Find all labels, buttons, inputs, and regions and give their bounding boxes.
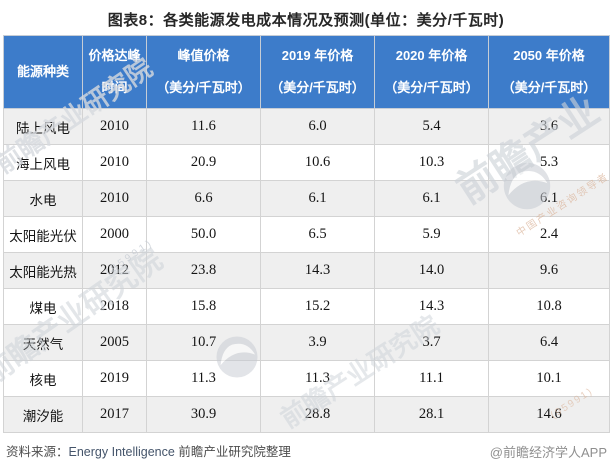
- table-cell: 2000: [82, 216, 147, 253]
- table-header: 能源种类 价格达峰 时间 峰值价格 （美分/千瓦时） 2019 年价格 （美分/千瓦时） 20…: [3, 35, 610, 109]
- row-label: 太阳能光热: [3, 252, 83, 289]
- table-cell: 28.1: [374, 396, 489, 433]
- table-cell: 5.9: [374, 216, 489, 253]
- table-cell: 6.0: [260, 108, 375, 145]
- table-cell: 6.6: [146, 180, 261, 217]
- table-cell: 2010: [82, 180, 147, 217]
- source-publisher: Energy Intelligence: [68, 445, 175, 459]
- table-cell: 10.7: [146, 324, 261, 361]
- table-cell: 11.6: [146, 108, 261, 145]
- table-cell: 2010: [82, 108, 147, 145]
- table-row: 天然气 2005 10.7 3.9 3.7 6.4: [3, 324, 610, 361]
- table-cell: 50.0: [146, 216, 261, 253]
- column-header: 峰值价格 （美分/千瓦时）: [146, 35, 261, 109]
- table-row: 水电 2010 6.6 6.1 6.1 6.1: [3, 180, 610, 217]
- row-label: 天然气: [3, 324, 83, 361]
- table-cell: 9.6: [488, 252, 610, 289]
- table-row: 核电 2019 11.3 11.3 11.1 10.1: [3, 360, 610, 397]
- table-cell: 2010: [82, 144, 147, 181]
- table-cell: 6.1: [374, 180, 489, 217]
- table-row: 太阳能光伏 2000 50.0 6.5 5.9 2.4: [3, 216, 610, 253]
- table-cell: 6.4: [488, 324, 610, 361]
- figure-title: 图表8：各类能源发电成本情况及预测(单位：美分/千瓦时): [107, 12, 505, 29]
- column-header: 能源种类: [3, 35, 83, 109]
- credit-note: @前瞻经济学人APP: [489, 445, 607, 460]
- table-cell: 10.3: [374, 144, 489, 181]
- table-header-row: 能源种类 价格达峰 时间 峰值价格 （美分/千瓦时） 2019 年价格 （美分/千瓦时） 20…: [3, 35, 610, 109]
- table-cell: 2017: [82, 396, 147, 433]
- table-cell: 11.3: [260, 360, 375, 397]
- row-label: 煤电: [3, 288, 83, 325]
- table-cell: 3.7: [374, 324, 489, 361]
- energy-cost-table: 能源种类 价格达峰 时间 峰值价格 （美分/千瓦时） 2019 年价格 （美分/千瓦时） 20…: [3, 35, 610, 433]
- table-body: 陆上风电 2010 11.6 6.0 5.4 3.6 海上风电 2010 20.9 10.6 10.…: [3, 108, 610, 433]
- table-cell: 14.0: [374, 252, 489, 289]
- table-row: 海上风电 2010 20.9 10.6 10.3 5.3: [3, 144, 610, 181]
- table-cell: 28.8: [260, 396, 375, 433]
- table-cell: 10.8: [488, 288, 610, 325]
- table-cell: 11.3: [146, 360, 261, 397]
- table-cell: 11.1: [374, 360, 489, 397]
- source-note: 资料来源：Energy Intelligence 前瞻产业研究院整理: [6, 441, 612, 460]
- source-label: 资料来源：: [6, 445, 69, 459]
- table-cell: 2019: [82, 360, 147, 397]
- table-cell: 5.4: [374, 108, 489, 145]
- row-label: 核电: [3, 360, 83, 397]
- table-cell: 2005: [82, 324, 147, 361]
- column-header: 2020 年价格 （美分/千瓦时）: [374, 35, 489, 109]
- table-cell: 20.9: [146, 144, 261, 181]
- column-header: 2019 年价格 （美分/千瓦时）: [260, 35, 375, 109]
- table-cell: 10.1: [488, 360, 610, 397]
- table-cell: 30.9: [146, 396, 261, 433]
- table-row: 煤电 2018 15.8 15.2 14.3 10.8: [3, 288, 610, 325]
- table-cell: 14.3: [374, 288, 489, 325]
- source-suffix: 前瞻产业研究院整理: [174, 445, 291, 459]
- table-cell: 3.6: [488, 108, 610, 145]
- table-cell: 14.3: [260, 252, 375, 289]
- table-cell: 5.3: [488, 144, 610, 181]
- table-cell: 15.8: [146, 288, 261, 325]
- table-cell: 10.6: [260, 144, 375, 181]
- row-label: 水电: [3, 180, 83, 217]
- table-cell: 3.9: [260, 324, 375, 361]
- table-cell: 2018: [82, 288, 147, 325]
- table-cell: 14.6: [488, 396, 610, 433]
- table-cell: 23.8: [146, 252, 261, 289]
- column-header: 价格达峰 时间: [82, 35, 147, 109]
- row-label: 海上风电: [3, 144, 83, 181]
- table-cell: 2012: [82, 252, 147, 289]
- table-cell: 6.1: [260, 180, 375, 217]
- row-label: 陆上风电: [3, 108, 83, 145]
- table-cell: 15.2: [260, 288, 375, 325]
- table-row: 陆上风电 2010 11.6 6.0 5.4 3.6: [3, 108, 610, 145]
- table-row: 潮汐能 2017 30.9 28.8 28.1 14.6: [3, 396, 610, 433]
- table-row: 太阳能光热 2012 23.8 14.3 14.0 9.6: [3, 252, 610, 289]
- row-label: 潮汐能: [3, 396, 83, 433]
- column-header: 2050 年价格 （美分/千瓦时）: [488, 35, 610, 109]
- row-label: 太阳能光伏: [3, 216, 83, 253]
- table-cell: 6.1: [488, 180, 610, 217]
- table-cell: 2.4: [488, 216, 610, 253]
- table-cell: 6.5: [260, 216, 375, 253]
